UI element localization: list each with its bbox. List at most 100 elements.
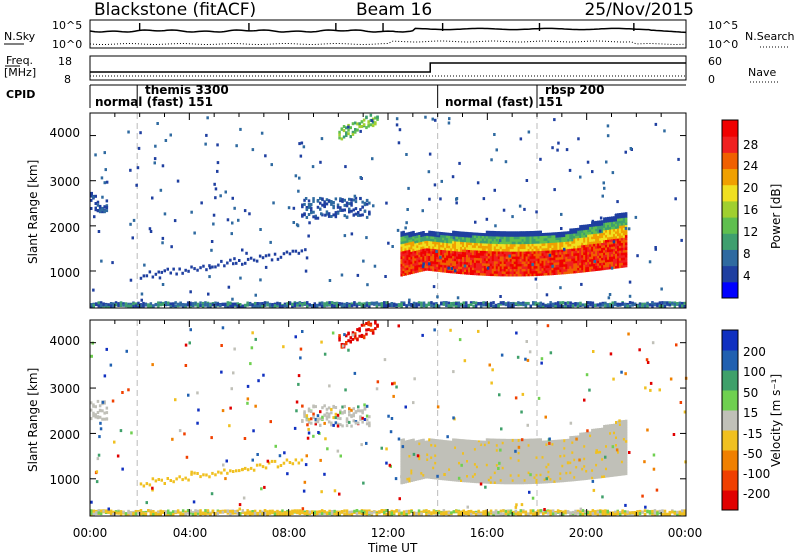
power-echo-cell — [141, 299, 144, 302]
power-echo-cell — [97, 201, 100, 204]
velocity-echo-cell — [244, 512, 247, 515]
power-echo-cell — [620, 214, 623, 217]
velocity-echo-cell — [542, 512, 545, 515]
power-echo-cell — [355, 213, 358, 216]
power-echo-cell — [523, 208, 526, 211]
power-echo-cell — [317, 199, 320, 202]
power-echo-cell — [352, 133, 355, 136]
power-echo-cell — [603, 181, 606, 184]
velocity-echo-cell — [93, 510, 96, 513]
power-echo-cell — [175, 273, 178, 276]
power-echo-cell — [655, 123, 658, 126]
power-echo-cell — [535, 278, 538, 281]
velocity-echo-cell — [641, 511, 644, 514]
power-echo-cell — [265, 266, 268, 269]
power-echo-cell — [544, 304, 547, 307]
power-echo-cell — [557, 305, 560, 308]
velocity-echo-cell — [341, 511, 344, 514]
velocity-echo-cell — [249, 512, 252, 515]
velocity-echo-cell — [204, 512, 207, 515]
power-echo-cell — [635, 216, 638, 219]
power-echo-cell — [193, 267, 196, 270]
velocity-echo-cell — [107, 511, 110, 514]
velocity-echo-cell — [346, 509, 349, 512]
velocity-echo-cell — [199, 513, 202, 516]
velocity-echo-cell — [537, 509, 540, 512]
power-echo-cell — [602, 195, 605, 198]
power-echo-cell — [154, 157, 157, 160]
velocity-echo-cell — [681, 509, 684, 512]
power-echo-cell — [248, 212, 251, 215]
power-echo-cell — [383, 302, 386, 305]
power-echo-cell — [368, 212, 371, 215]
power-echo-cell — [158, 271, 161, 274]
velocity-echo-cell — [398, 509, 401, 512]
power-echo-cell — [274, 253, 277, 256]
power-echo-cell — [549, 254, 552, 257]
power-echo-cell — [453, 236, 456, 239]
power-echo-cell — [531, 263, 534, 266]
power-echo-cell — [433, 302, 436, 305]
power-echo-cell — [348, 202, 351, 205]
power-echo-cell — [358, 122, 361, 125]
velocity-echo-cell — [110, 512, 113, 515]
power-echo-cell — [365, 126, 368, 129]
power-echo-cell — [239, 277, 242, 280]
power-echo-cell — [368, 202, 371, 205]
power-echo-cell — [617, 303, 620, 306]
power-echo-cell — [359, 130, 362, 133]
power-echo-cell — [241, 249, 244, 252]
power-echo-cell — [182, 304, 185, 307]
velocity-echo-cell — [301, 510, 304, 513]
power-echo-cell — [455, 302, 458, 305]
velocity-echo-cell — [172, 510, 175, 513]
power-echo-cell — [214, 196, 217, 199]
power-echo-cell — [159, 276, 162, 279]
velocity-echo-cell — [567, 510, 570, 513]
power-echo-cell — [306, 301, 309, 304]
power-echo-cell — [395, 303, 398, 306]
power-echo-cell — [560, 213, 563, 216]
power-echo-cell — [101, 207, 104, 210]
power-echo-cell — [321, 305, 324, 308]
power-echo-cell — [245, 252, 248, 255]
power-echo-cell — [354, 131, 357, 134]
velocity-echo-cell — [425, 513, 428, 516]
power-echo-cell — [223, 264, 226, 267]
power-echo-cell — [597, 304, 600, 307]
power-echo-cell — [391, 302, 394, 305]
velocity-echo-cell — [127, 511, 130, 514]
power-echo-cell — [587, 161, 590, 164]
power-echo-cell — [95, 202, 98, 205]
power-echo-cell — [187, 270, 190, 273]
power-echo-cell — [677, 158, 680, 161]
power-echo-cell — [405, 153, 408, 156]
power-echo-cell — [143, 274, 146, 277]
power-echo-cell — [530, 305, 533, 308]
power-echo-cell — [321, 137, 324, 140]
power-echo-cell — [277, 258, 280, 261]
power-echo-cell — [235, 262, 238, 265]
power-echo-cell — [298, 252, 301, 255]
velocity-echo-cell — [179, 511, 182, 514]
power-echo-cell — [371, 157, 374, 160]
power-echo-cell — [367, 125, 370, 128]
velocity-echo-cell — [93, 513, 96, 516]
power-echo-cell — [305, 197, 308, 200]
power-echo-cell — [341, 137, 344, 140]
power-echo-cell — [415, 302, 418, 305]
power-echo-cell — [365, 116, 368, 119]
power-echo-cell — [295, 174, 298, 177]
power-echo-cell — [161, 271, 164, 274]
power-echo-cell — [356, 129, 359, 132]
power-echo-cell — [254, 305, 257, 308]
power-echo-cell — [93, 215, 96, 218]
velocity-echo-cell — [604, 513, 607, 516]
velocity-echo-cell — [167, 511, 170, 514]
power-echo-cell — [600, 217, 603, 220]
power-echo-cell — [616, 200, 619, 203]
velocity-echo-cell — [604, 510, 607, 513]
power-echo-cell — [319, 202, 322, 205]
power-echo-cell — [323, 200, 326, 203]
power-echo-cell — [681, 304, 684, 307]
